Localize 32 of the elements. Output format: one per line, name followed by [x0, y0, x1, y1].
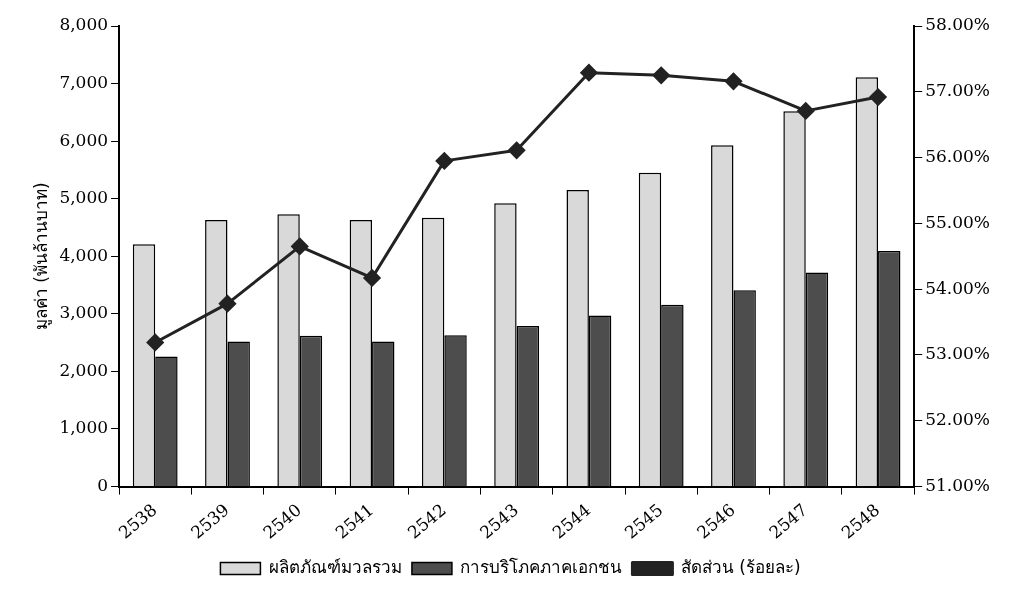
point	[218, 295, 236, 313]
y2-tick-label: 56.00%	[925, 146, 991, 167]
y2-tick-label: 53.00%	[925, 343, 991, 364]
y-tick-label: 1,000	[59, 417, 109, 438]
point	[869, 88, 887, 106]
point	[435, 152, 453, 170]
point	[508, 141, 526, 159]
y2-tick-label: 55.00%	[925, 211, 991, 232]
y2-tick-label: 54.00%	[925, 277, 991, 298]
y2-tick-label: 58.00%	[925, 14, 991, 35]
legend-label: ผลิตภัณฑ์มวลรวม	[268, 556, 402, 577]
y-tick-label: 3,000	[59, 302, 109, 323]
point	[291, 237, 309, 255]
point	[797, 102, 815, 120]
point	[146, 333, 164, 351]
y-tick-label: 2,000	[59, 359, 109, 380]
point	[363, 269, 381, 287]
y2-tick-label: 57.00%	[925, 80, 991, 101]
y-tick-label: 6,000	[59, 129, 109, 150]
point	[580, 64, 598, 82]
y-tick-label: 8,000	[59, 14, 109, 35]
y-tick-label: 5,000	[59, 187, 109, 208]
point	[652, 66, 670, 84]
legend-label: สัดส่วน (ร้อยละ)	[680, 556, 801, 577]
y-tick-label: 7,000	[59, 71, 109, 92]
y-tick-label: 0	[97, 474, 109, 495]
y2-tick-label: 51.00%	[925, 474, 991, 495]
legend-label: การบริโภคภาคเอกชน	[460, 556, 623, 577]
y-axis-title: มูลค่า (พันล้านบาท)	[30, 182, 52, 331]
y-tick-label: 4,000	[59, 244, 109, 265]
point	[724, 72, 742, 90]
y2-tick-label: 52.00%	[925, 409, 991, 430]
